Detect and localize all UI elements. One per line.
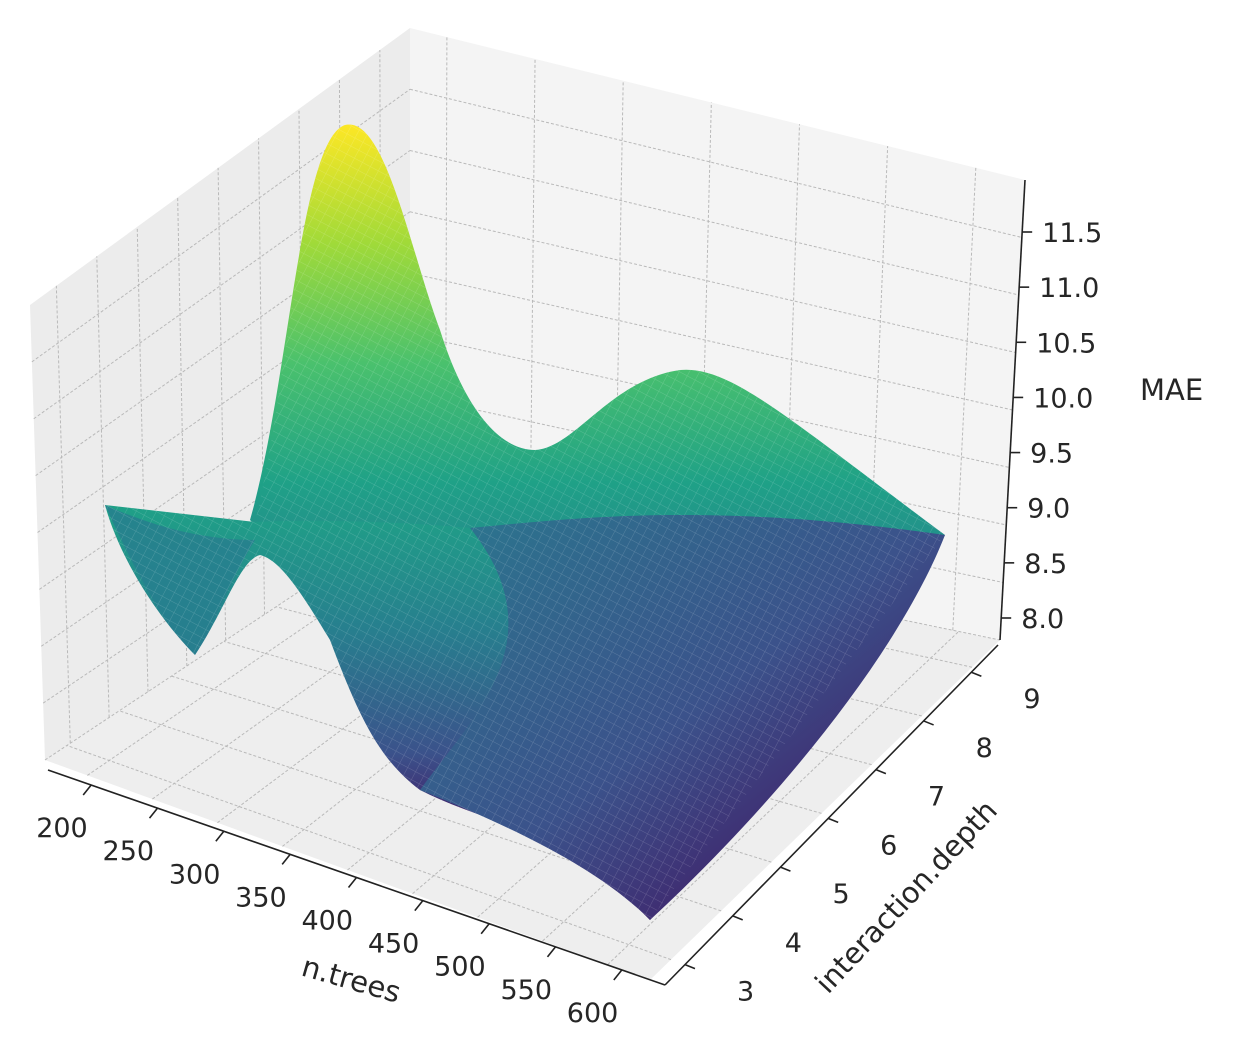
x-tick-mark (613, 969, 623, 981)
z-tick-label: 9.5 (1030, 439, 1073, 470)
z-tick-label: 9.0 (1027, 494, 1070, 525)
x-tick-label: 350 (235, 882, 287, 913)
x-tick-mark (148, 807, 159, 819)
x-tick-mark (215, 830, 225, 842)
grid-line (409, 211, 1016, 353)
x-tick-label: 250 (103, 836, 155, 867)
x-tick-label: 450 (368, 929, 420, 960)
grid-line (952, 167, 977, 631)
grid-line (409, 150, 1019, 296)
z-tick-label: 10.0 (1033, 383, 1093, 414)
y-tick-mark (971, 671, 982, 677)
y-tick-mark (780, 866, 791, 872)
y-tick-mark (827, 817, 839, 824)
x-tick-label: 400 (302, 906, 354, 937)
x-tick-label: 200 (36, 813, 88, 844)
z-tick-label: 11.0 (1039, 273, 1099, 304)
y-tick-label: 6 (880, 830, 897, 861)
grid-line (66, 745, 672, 961)
y-tick-label: 8 (976, 733, 993, 764)
x-tick-mark (480, 923, 490, 935)
grid-line (217, 167, 227, 641)
grid-line (136, 226, 149, 692)
grid-line (96, 256, 110, 718)
z-tick-label: 10.5 (1036, 328, 1096, 359)
x-tick-mark (82, 784, 92, 796)
grid-line (607, 631, 960, 965)
grid-line (258, 138, 266, 615)
z-tick-label: 8.5 (1024, 549, 1067, 580)
grid-line (31, 88, 411, 363)
x-tick-mark (347, 877, 358, 888)
mae-surface (105, 124, 945, 921)
y-tick-mark (923, 720, 934, 726)
x-tick-mark (281, 853, 291, 865)
x-axis-ticks: 200 250 300 350 400 450 500 550 600 (36, 784, 623, 1029)
grid-line (55, 285, 71, 744)
y-axis-line (664, 644, 999, 986)
x-tick-mark (546, 946, 557, 958)
y-tick-label: 9 (1023, 684, 1040, 715)
x-tick-label: 300 (169, 859, 221, 890)
x-tick-mark (414, 900, 424, 912)
z-axis-ticks: 8.0 8.5 9.0 9.5 10.0 10.5 11.0 11.5 (1001, 218, 1102, 635)
y-tick-label: 4 (785, 928, 802, 959)
grid-line (177, 197, 188, 666)
z-tick-label: 8.0 (1021, 604, 1064, 635)
surface-mesh (105, 124, 945, 921)
y-tick-mark (732, 915, 744, 921)
y-tick-label: 7 (928, 782, 945, 813)
grid-line (412, 591, 769, 895)
grid-line (409, 272, 1013, 411)
x-tick-label: 600 (567, 998, 619, 1029)
y-tick-label: 5 (832, 879, 849, 910)
z-axis-line (999, 179, 1026, 641)
grid-line (37, 272, 411, 533)
x-tick-label: 550 (500, 975, 552, 1006)
y-tick-label: 3 (737, 977, 754, 1008)
grid-line (44, 517, 411, 761)
x-tick-label: 500 (434, 952, 486, 983)
z-tick-label: 11.5 (1042, 218, 1102, 249)
y-tick-mark (684, 963, 696, 970)
z-axis-label: MAE (1140, 373, 1203, 407)
y-tick-mark (875, 768, 887, 775)
